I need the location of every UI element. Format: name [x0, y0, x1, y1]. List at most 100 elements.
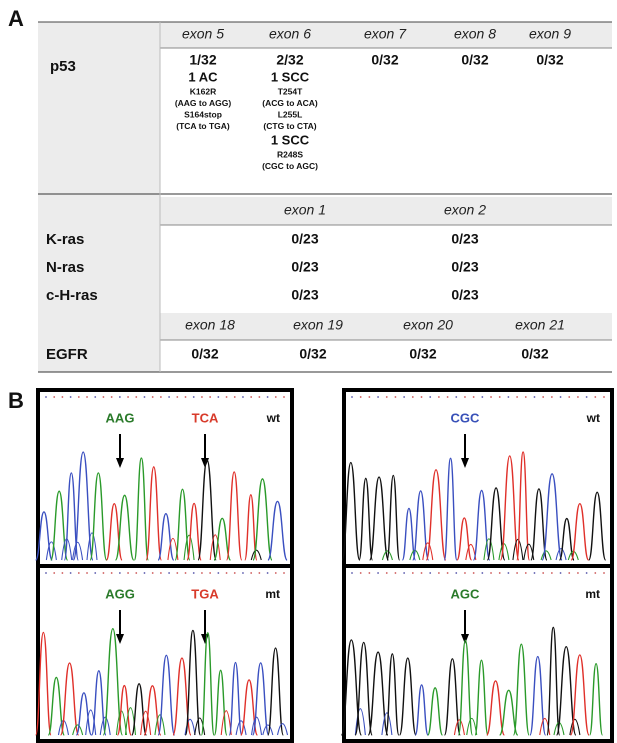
exon-header: exon 21 — [515, 317, 565, 333]
ruler-dot — [481, 396, 483, 398]
mutation-group: 1 AC — [188, 69, 218, 84]
ruler-dot — [250, 396, 252, 398]
exon-header: exon 6 — [269, 26, 311, 42]
codon-label: TCA — [192, 410, 219, 425]
ruler-dot — [168, 572, 170, 574]
ruler-dot — [127, 396, 129, 398]
ruler-dot — [53, 572, 55, 574]
ruler-dot — [551, 396, 553, 398]
ruler-dot — [351, 396, 353, 398]
ruler-dot — [267, 396, 269, 398]
ruler-dot — [594, 572, 596, 574]
panel-label: A — [8, 6, 24, 31]
codon-label: CGC — [451, 410, 481, 425]
count: 0/32 — [536, 52, 563, 68]
ruler-dot — [516, 396, 518, 398]
ruler-dot — [275, 396, 277, 398]
codon-label: TGA — [191, 586, 219, 601]
ruler-dot — [168, 396, 170, 398]
ruler-dot — [603, 396, 605, 398]
count: 0/23 — [451, 231, 478, 247]
ras-header-row — [160, 197, 612, 225]
chromatograms: AAGTCAwtCGCwtAGGTGAmtAGCmt — [36, 390, 612, 741]
ruler-dot — [455, 396, 457, 398]
ruler-dot — [534, 396, 536, 398]
count: 0/23 — [451, 287, 478, 303]
ruler-dot — [542, 572, 544, 574]
genotype-label: wt — [586, 411, 600, 425]
ruler-dot — [455, 572, 457, 574]
ruler-dot — [267, 572, 269, 574]
exon-header: exon 9 — [529, 26, 571, 42]
ruler-dot — [429, 396, 431, 398]
codon-label: AGG — [105, 586, 135, 601]
exon-header: exon 8 — [454, 26, 496, 42]
ruler-dot — [499, 396, 501, 398]
ruler-dot — [201, 396, 203, 398]
ruler-dot — [508, 396, 510, 398]
exon-header: exon 2 — [444, 202, 486, 218]
genotype-label: mt — [585, 587, 600, 601]
mutation-detail: L255L — [278, 109, 303, 119]
ruler-dot — [53, 396, 55, 398]
ruler-dot — [176, 396, 178, 398]
ruler-dot — [217, 572, 219, 574]
ruler-dot — [577, 572, 579, 574]
mutation-detail: T254T — [278, 86, 303, 96]
ruler-dot — [586, 396, 588, 398]
ruler-dot — [534, 572, 536, 574]
row-label: K-ras — [46, 231, 84, 248]
genotype-label: mt — [265, 587, 280, 601]
ruler-dot — [368, 396, 370, 398]
ruler-dot — [193, 572, 195, 574]
ruler-dot — [551, 572, 553, 574]
mutation-detail: (ACG to ACA) — [262, 98, 318, 108]
ruler-dot — [412, 572, 414, 574]
mutation-group: 1 SCC — [271, 132, 310, 147]
ruler-dot — [438, 396, 440, 398]
ruler-dot — [176, 572, 178, 574]
ruler-dot — [152, 396, 154, 398]
ruler-dot — [234, 572, 236, 574]
ruler-dot — [160, 572, 162, 574]
ruler-dot — [201, 572, 203, 574]
ruler-dot — [473, 396, 475, 398]
ruler-dot — [45, 396, 47, 398]
ruler-dot — [403, 572, 405, 574]
ruler-dot — [377, 572, 379, 574]
ruler-dot — [525, 572, 527, 574]
ruler-dot — [78, 572, 80, 574]
ruler-dot — [560, 572, 562, 574]
exon-header: exon 19 — [293, 317, 343, 333]
count: 1/32 — [189, 52, 216, 68]
exon-header: exon 18 — [185, 317, 235, 333]
ruler-dot — [560, 396, 562, 398]
count: 0/32 — [521, 346, 548, 362]
ruler-dot — [45, 572, 47, 574]
ruler-dot — [258, 572, 260, 574]
count: 2/32 — [276, 52, 303, 68]
mutation-detail: S164stop — [184, 109, 222, 119]
exon-header: exon 5 — [182, 26, 224, 42]
ruler-dot — [360, 572, 362, 574]
ruler-dot — [185, 396, 187, 398]
ruler-dot — [586, 572, 588, 574]
ruler-dot — [438, 572, 440, 574]
ruler-dot — [135, 396, 137, 398]
mutation-detail: (TCA to TGA) — [176, 121, 230, 131]
count: 0/23 — [291, 259, 318, 275]
mutation-detail: (CTG to CTA) — [263, 121, 316, 131]
count: 0/32 — [461, 52, 488, 68]
ruler-dot — [160, 396, 162, 398]
ruler-dot — [144, 396, 146, 398]
codon-label: AGC — [451, 586, 481, 601]
ruler-dot — [209, 396, 211, 398]
ruler-dot — [568, 396, 570, 398]
ruler-dot — [234, 396, 236, 398]
ruler-dot — [70, 572, 72, 574]
ruler-dot — [368, 572, 370, 574]
ruler-dot — [351, 572, 353, 574]
row-label: N-ras — [46, 259, 84, 276]
ruler-dot — [127, 572, 129, 574]
count: 0/32 — [371, 52, 398, 68]
